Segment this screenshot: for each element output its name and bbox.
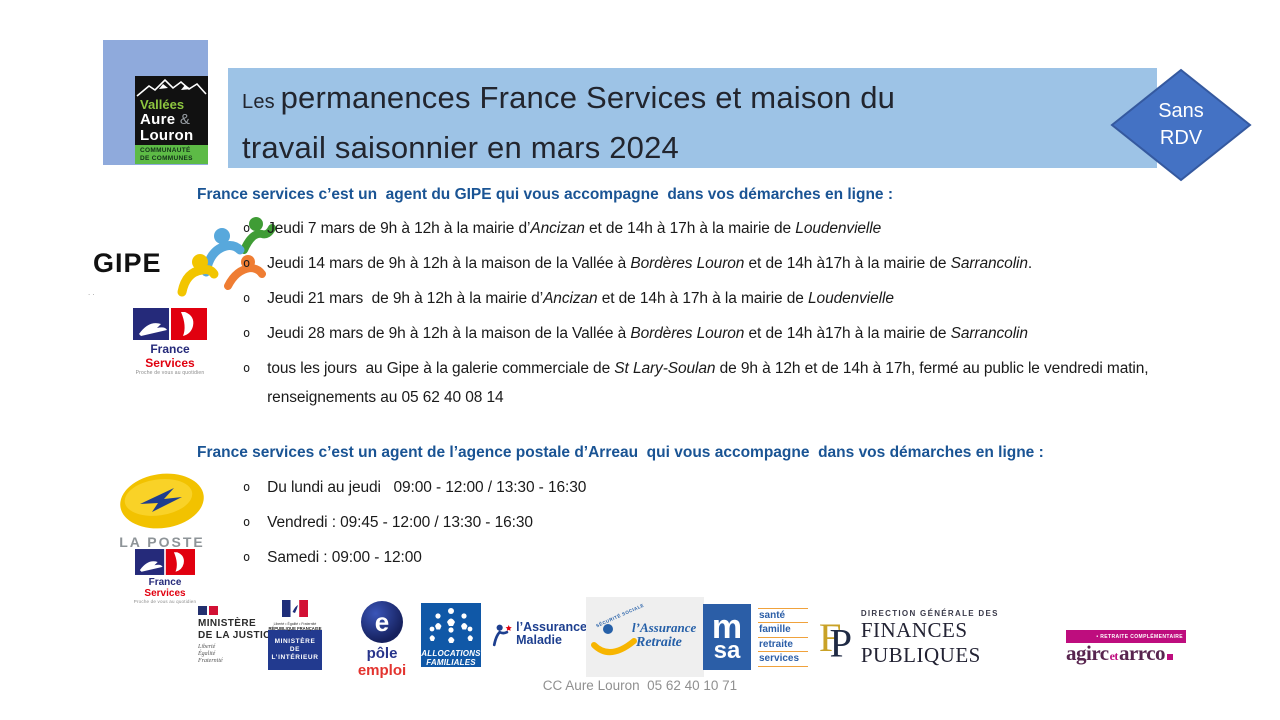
sans-rdv-badge: Sans RDV bbox=[1110, 68, 1252, 182]
org-subtitle-line2: DE COMMUNES bbox=[140, 154, 193, 162]
msa-services-list: santé famille retraite services bbox=[758, 604, 808, 670]
list-item: o Jeudi 7 mars de 9h à 12h à la mairie d’… bbox=[243, 214, 1203, 243]
org-subtitle-line1: COMMUNAUTÉ bbox=[140, 147, 191, 154]
pole-emploi-sphere-icon: e bbox=[361, 601, 403, 643]
svg-text:P: P bbox=[829, 621, 852, 665]
assurance-retraite-logo: SÉCURITÉ SOCIALE l’Assurance Retraite bbox=[586, 597, 704, 677]
bullet-marker: o bbox=[243, 256, 251, 270]
french-flag-marianne-icon bbox=[282, 600, 308, 617]
msa-logo: m sa santé famille retraite services bbox=[703, 604, 811, 670]
list-item: o Du lundi au jeudi 09:00 - 12:00 / 13:30… bbox=[243, 473, 943, 502]
org-name-vallees: Vallées bbox=[140, 97, 185, 112]
france-services-wordmark: France Services bbox=[145, 342, 195, 370]
list-item: o Jeudi 21 mars de 9h à 12h à la mairie d… bbox=[243, 284, 1203, 313]
pole-emploi-wordmark: pôle emploi bbox=[357, 645, 407, 679]
la-poste-logo: LA POSTE bbox=[112, 470, 212, 550]
bullet-marker: o bbox=[243, 326, 251, 340]
list-item-text: Vendredi : 09:45 - 12:00 / 13:30 - 16:30 bbox=[267, 514, 533, 531]
list-item-text: tous les jours au Gipe à la galerie comm… bbox=[267, 360, 1153, 406]
justice-motto: Liberté Égalité Fraternité bbox=[198, 644, 223, 664]
section2-heading: France services c’est un agent de l’agen… bbox=[197, 444, 1044, 461]
assurance-maladie-figure-icon bbox=[492, 624, 512, 647]
assurance-maladie-logo: l’Assurance Maladie bbox=[487, 618, 587, 650]
france-services-flag-icon bbox=[135, 549, 195, 575]
sans-rdv-label: Sans RDV bbox=[1158, 100, 1204, 149]
interieur-header: Liberté • Égalité • Fraternité RÉPUBLIQU… bbox=[268, 598, 322, 631]
list-item: o Jeudi 14 mars de 9h à 12h à la maison d… bbox=[243, 249, 1203, 278]
org-ampersand: & bbox=[179, 111, 191, 128]
pole-emploi-logo: e pôle emploi bbox=[344, 601, 420, 679]
list-item-text: Du lundi au jeudi 09:00 - 12:00 / 13:30 … bbox=[267, 479, 587, 496]
list-item: o Samedi : 09:00 - 12:00 bbox=[243, 543, 943, 572]
agirc-tagline-bar: • RETRAITE COMPLÉMENTAIRE bbox=[1066, 630, 1186, 643]
france-services-logo: France Services Proche de vous au quotid… bbox=[129, 549, 201, 604]
interieur-name-box: MINISTÈRE DE L’INTÉRIEUR bbox=[268, 630, 322, 670]
list-item: o tous les jours au Gipe à la galerie com… bbox=[243, 354, 1203, 412]
gipe-logo: GIPE . . bbox=[88, 214, 276, 304]
communaute-communes-logo: Vallées Aure & Louron COMMUNAUTÉ DE COMM… bbox=[103, 40, 208, 165]
gipe-figures-icon bbox=[177, 217, 276, 297]
bullet-marker: o bbox=[243, 361, 251, 375]
bullet-marker: o bbox=[243, 221, 251, 235]
la-poste-bird-icon bbox=[120, 473, 204, 529]
gipe-wordmark: GIPE bbox=[93, 248, 162, 278]
france-services-wordmark: France Services bbox=[144, 577, 186, 599]
france-services-tagline: Proche de vous au quotidien bbox=[133, 599, 197, 604]
justice-line2: DE LA JUSTICE bbox=[198, 629, 278, 641]
retraite-swoosh-icon bbox=[591, 624, 637, 655]
list-item-text: Jeudi 7 mars de 9h à 12h à la mairie d’A… bbox=[267, 220, 882, 237]
footer-contact: CC Aure Louron 05 62 40 10 71 bbox=[542, 678, 738, 693]
page-title-line2: travail saisonnier en mars 2024 bbox=[242, 130, 679, 165]
gipe-small-mark: . . bbox=[88, 288, 95, 297]
org-name-aure: Aure & bbox=[140, 111, 191, 128]
agirc-dot bbox=[1167, 654, 1174, 660]
ministere-interieur-logo: Liberté • Égalité • Fraternité RÉPUBLIQU… bbox=[268, 598, 322, 670]
list-item-text: Jeudi 28 mars de 9h à 12h à la maison de… bbox=[267, 325, 1028, 342]
bullet-marker: o bbox=[243, 515, 251, 529]
assurance-retraite-wordmark: l’Assurance Retraite bbox=[632, 620, 697, 651]
la-poste-wordmark: LA POSTE bbox=[119, 534, 205, 550]
assurance-maladie-wordmark: l’Assurance Maladie bbox=[516, 620, 587, 647]
dgfip-monogram-icon: F P bbox=[819, 615, 852, 665]
valleess-aure-louron-badge: Vallées Aure & Louron COMMUNAUTÉ DE COMM… bbox=[135, 76, 208, 164]
section1-list: o Jeudi 7 mars de 9h à 12h à la mairie d’… bbox=[243, 214, 1203, 418]
bullet-marker: o bbox=[243, 480, 251, 494]
list-item: o Vendredi : 09:45 - 12:00 / 13:30 - 16:3… bbox=[243, 508, 943, 537]
ministere-justice-logo: MINISTÈRE DE LA JUSTICE Liberté Égalité … bbox=[198, 606, 282, 665]
agirc-arrco-logo: • RETRAITE COMPLÉMENTAIRE agirc et arrco bbox=[1066, 630, 1186, 667]
mountains-icon bbox=[136, 78, 207, 97]
caf-line2: FAMILIALES bbox=[426, 658, 476, 667]
section1-heading: France services c’est un agent du GIPE q… bbox=[197, 186, 894, 203]
list-item: o Jeudi 28 mars de 9h à 12h à la maison d… bbox=[243, 319, 1203, 348]
page-title-line1: Les permanences France Services et maiso… bbox=[242, 80, 896, 115]
france-services-tagline: Proche de vous au quotidien bbox=[135, 370, 205, 376]
msa-square: m sa bbox=[703, 604, 751, 670]
org-subtitle-strip: COMMUNAUTÉ DE COMMUNES bbox=[135, 145, 208, 164]
caf-line1: ALLOCATIONS bbox=[421, 649, 481, 658]
interieur-republique: RÉPUBLIQUE FRANÇAISE bbox=[268, 626, 322, 631]
list-item-text: Jeudi 14 mars de 9h à 12h à la maison de… bbox=[267, 255, 1033, 272]
france-services-logo: France Services Proche de vous au quotid… bbox=[126, 308, 214, 376]
french-flag-icon bbox=[198, 606, 282, 615]
la-poste-ellipse bbox=[112, 470, 212, 532]
list-item-text: Samedi : 09:00 - 12:00 bbox=[267, 549, 422, 566]
bullet-marker: o bbox=[243, 550, 251, 564]
section2-list: o Du lundi au jeudi 09:00 - 12:00 / 13:30… bbox=[243, 473, 943, 578]
org-name-louron: Louron bbox=[140, 127, 194, 144]
title-banner: Les permanences France Services et maiso… bbox=[228, 68, 1157, 168]
allocations-familiales-logo: ALLOCATIONS FAMILIALES bbox=[421, 603, 481, 667]
interieur-motto: Liberté • Égalité • Fraternité bbox=[273, 622, 317, 626]
caf-figures-icon bbox=[429, 608, 473, 643]
dgfip-wordmark: DIRECTION GÉNÉRALE DES FINANCES PUBLIQUE… bbox=[860, 608, 999, 667]
svg-text:F: F bbox=[819, 615, 842, 660]
agirc-arrco-wordmark: agirc et arrco bbox=[1066, 643, 1186, 667]
france-services-flag-icon bbox=[133, 308, 207, 340]
diamond-shape bbox=[1110, 68, 1252, 182]
title-prefix: Les bbox=[242, 91, 281, 113]
justice-line1: MINISTÈRE bbox=[198, 618, 257, 629]
list-item-text: Jeudi 21 mars de 9h à 12h à la mairie d’… bbox=[267, 290, 894, 307]
bullet-marker: o bbox=[243, 291, 251, 305]
finances-publiques-logo: F P DIRECTION GÉNÉRALE DES FINANCES PUBL… bbox=[818, 607, 1066, 669]
